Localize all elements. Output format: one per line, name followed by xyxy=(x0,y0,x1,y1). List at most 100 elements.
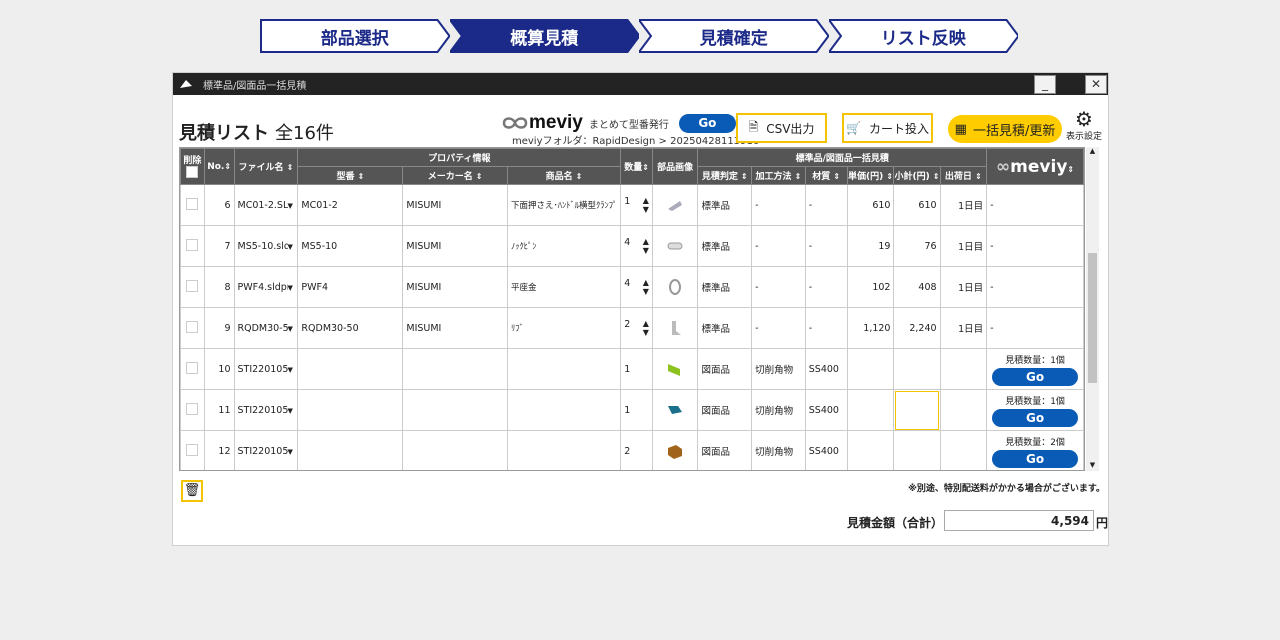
col-material[interactable]: 材質 ⇕ xyxy=(804,166,848,185)
file-name: MC01-2.SLD xyxy=(237,199,288,211)
estimate-qty: 見積数量：2個 xyxy=(1005,437,1065,448)
row-checkbox[interactable] xyxy=(186,443,199,456)
meviy-cell: - xyxy=(986,225,1084,267)
qty-cell[interactable]: 4 ▲ ▼ xyxy=(620,225,653,267)
col-file[interactable]: ファイル名 ⇕ xyxy=(233,148,299,185)
row-checkbox[interactable] xyxy=(186,402,199,415)
subtotal-cell: 610 xyxy=(893,184,941,226)
qty-cell[interactable]: 2 xyxy=(620,430,653,470)
col-unit[interactable]: 単価(円) ⇕ xyxy=(846,166,895,185)
subtotal-cell xyxy=(893,348,941,390)
currency-label: 円 xyxy=(1096,516,1109,530)
table-row: 9RQDM30-5C▼RQDM30-50MISUMIﾘﾌﾞ2▲▼標準品--1,1… xyxy=(180,307,1084,349)
qty-cell[interactable]: 1 ▲ ▼ xyxy=(620,184,653,226)
maker-cell: MISUMI xyxy=(402,225,508,267)
meviy-batch-go-button[interactable]: Go xyxy=(678,113,736,133)
unit-price-cell xyxy=(846,430,895,470)
file-cell[interactable]: RQDM30-5C▼ xyxy=(233,307,299,349)
bulk-quote-update-button[interactable]: ▦ 一括見積/更新 xyxy=(948,115,1062,143)
qty-cell[interactable]: 2 ▲ ▼ xyxy=(620,307,653,349)
close-button[interactable]: ✕ xyxy=(1085,75,1107,94)
col-ship[interactable]: 出荷日 ⇕ xyxy=(939,166,988,185)
scrollbar-thumb[interactable] xyxy=(1088,253,1097,383)
unit-price-cell: 610 xyxy=(846,184,895,226)
dropdown-icon[interactable]: ▼ xyxy=(287,365,293,374)
dropdown-icon[interactable]: ▼ xyxy=(287,447,293,456)
sort-icon: ⇕ xyxy=(1067,164,1075,174)
meviy-go-button[interactable]: Go xyxy=(992,367,1079,386)
col-process[interactable]: 加工方法 ⇕ xyxy=(751,166,806,185)
delete-header: 削除 xyxy=(183,155,202,166)
sort-icon: ⇕ xyxy=(932,172,940,181)
material-cell: - xyxy=(804,307,848,349)
file-cell[interactable]: STI2201056-▼ xyxy=(233,430,299,470)
qty-cell[interactable]: 1 xyxy=(620,348,653,390)
row-checkbox[interactable] xyxy=(186,279,199,292)
dropdown-icon[interactable]: ▼ xyxy=(287,406,293,415)
row-checkbox[interactable] xyxy=(186,320,199,333)
col-model[interactable]: 型番 ⇕ xyxy=(297,166,404,185)
col-meviy[interactable]: ∞meviy⇕ xyxy=(986,148,1084,185)
file-cell[interactable]: PWF4.sldprt▼ xyxy=(233,266,299,308)
file-cell[interactable]: STI2201056-▼ xyxy=(233,348,299,390)
qty-value: 2 xyxy=(624,445,631,457)
unit-price-cell: 1,120 xyxy=(846,307,895,349)
delete-cell xyxy=(180,430,205,470)
qty-stepper-icon[interactable]: ▲ ▼ xyxy=(642,196,649,214)
meviy-go-button[interactable]: Go xyxy=(992,449,1079,468)
delete-cell xyxy=(180,225,205,267)
scroll-down-icon[interactable]: ▼ xyxy=(1089,461,1096,469)
display-settings-button[interactable]: ⚙ 表示設定 xyxy=(1065,109,1103,142)
dropdown-icon[interactable]: ▼ xyxy=(287,324,293,333)
qty-cell[interactable]: 4 ▲ ▼ xyxy=(620,266,653,308)
table-row: 7MS5-10.sldp▼MS5-10MISUMIﾉｯｸﾋﾟﾝ4▲▼標準品--1… xyxy=(180,225,1084,267)
subtotal-cell: 408 xyxy=(893,266,941,308)
file-cell[interactable]: MS5-10.sldp▼ xyxy=(233,225,299,267)
dropdown-icon[interactable]: ▼ xyxy=(287,242,293,251)
add-to-cart-button[interactable]: 🛒 カート投入 xyxy=(842,113,933,143)
row-checkbox[interactable] xyxy=(186,361,199,374)
file-cell[interactable]: MC01-2.SLD▼ xyxy=(233,184,299,226)
meviy-logo-icon xyxy=(502,117,528,129)
row-checkbox[interactable] xyxy=(186,197,199,210)
green-part-icon xyxy=(668,364,681,376)
product-cell: 下面押さえ･ﾊﾝﾄﾞﾙ横型ｸﾗﾝﾌﾟ xyxy=(506,184,622,226)
csv-export-button[interactable]: 🗎 CSV出力 xyxy=(736,113,827,143)
qty-stepper-icon[interactable]: ▲ ▼ xyxy=(642,319,649,337)
meviy-cell: - xyxy=(986,266,1084,308)
vertical-scrollbar[interactable]: ▲ ▼ xyxy=(1086,147,1099,471)
col-no[interactable]: No.⇕ xyxy=(203,148,235,185)
ship-cell: 1日目 xyxy=(939,266,988,308)
scroll-up-icon[interactable]: ▲ xyxy=(1089,147,1096,155)
select-all-checkbox[interactable] xyxy=(186,165,199,178)
col-qty[interactable]: 数量⇕ xyxy=(620,148,653,185)
delete-button[interactable]: 🗑 xyxy=(181,480,203,502)
meviy-cell: 見積数量：2個 Go xyxy=(986,430,1084,470)
qty-value: 1 xyxy=(624,196,631,207)
col-judge[interactable]: 見積判定 ⇕ xyxy=(697,166,753,185)
minimize-button[interactable]: _ xyxy=(1034,75,1056,94)
col-maker[interactable]: メーカー名 ⇕ xyxy=(402,166,508,185)
sort-icon: ⇕ xyxy=(741,172,748,181)
meviy-go-button[interactable]: Go xyxy=(992,408,1079,427)
qty-cell[interactable]: 1 xyxy=(620,389,653,431)
file-name: STI2201056- xyxy=(237,363,288,375)
col-subtotal[interactable]: 小計(円) ⇕ xyxy=(893,166,941,185)
table-row: 8PWF4.sldprt▼PWF4MISUMI平座金4▲▼標準品--102408… xyxy=(180,266,1084,308)
qty-stepper-icon[interactable]: ▲ ▼ xyxy=(642,278,649,296)
file-cell[interactable]: STI2201056-▼ xyxy=(233,389,299,431)
dropdown-icon[interactable]: ▼ xyxy=(287,201,293,210)
row-checkbox[interactable] xyxy=(186,238,199,251)
app-logo-icon xyxy=(180,80,192,88)
col-product[interactable]: 商品名 ⇕ xyxy=(506,166,622,185)
qty-stepper-icon[interactable]: ▲ ▼ xyxy=(642,237,649,255)
material-cell: SS400 xyxy=(804,348,848,390)
page-title: 見積リスト 全16件 xyxy=(179,119,334,145)
process-cell: 切削角物 xyxy=(751,389,806,431)
judge-cell: 標準品 xyxy=(697,225,753,267)
dropdown-icon[interactable]: ▼ xyxy=(287,283,293,292)
no-cell: 8 xyxy=(203,266,235,308)
bulk-quote-window: 標準品/図面品一括見積 _ ✕ 見積リスト 全16件 meviy まとめて型番発行… xyxy=(172,72,1109,546)
unit-price-cell: 102 xyxy=(846,266,895,308)
